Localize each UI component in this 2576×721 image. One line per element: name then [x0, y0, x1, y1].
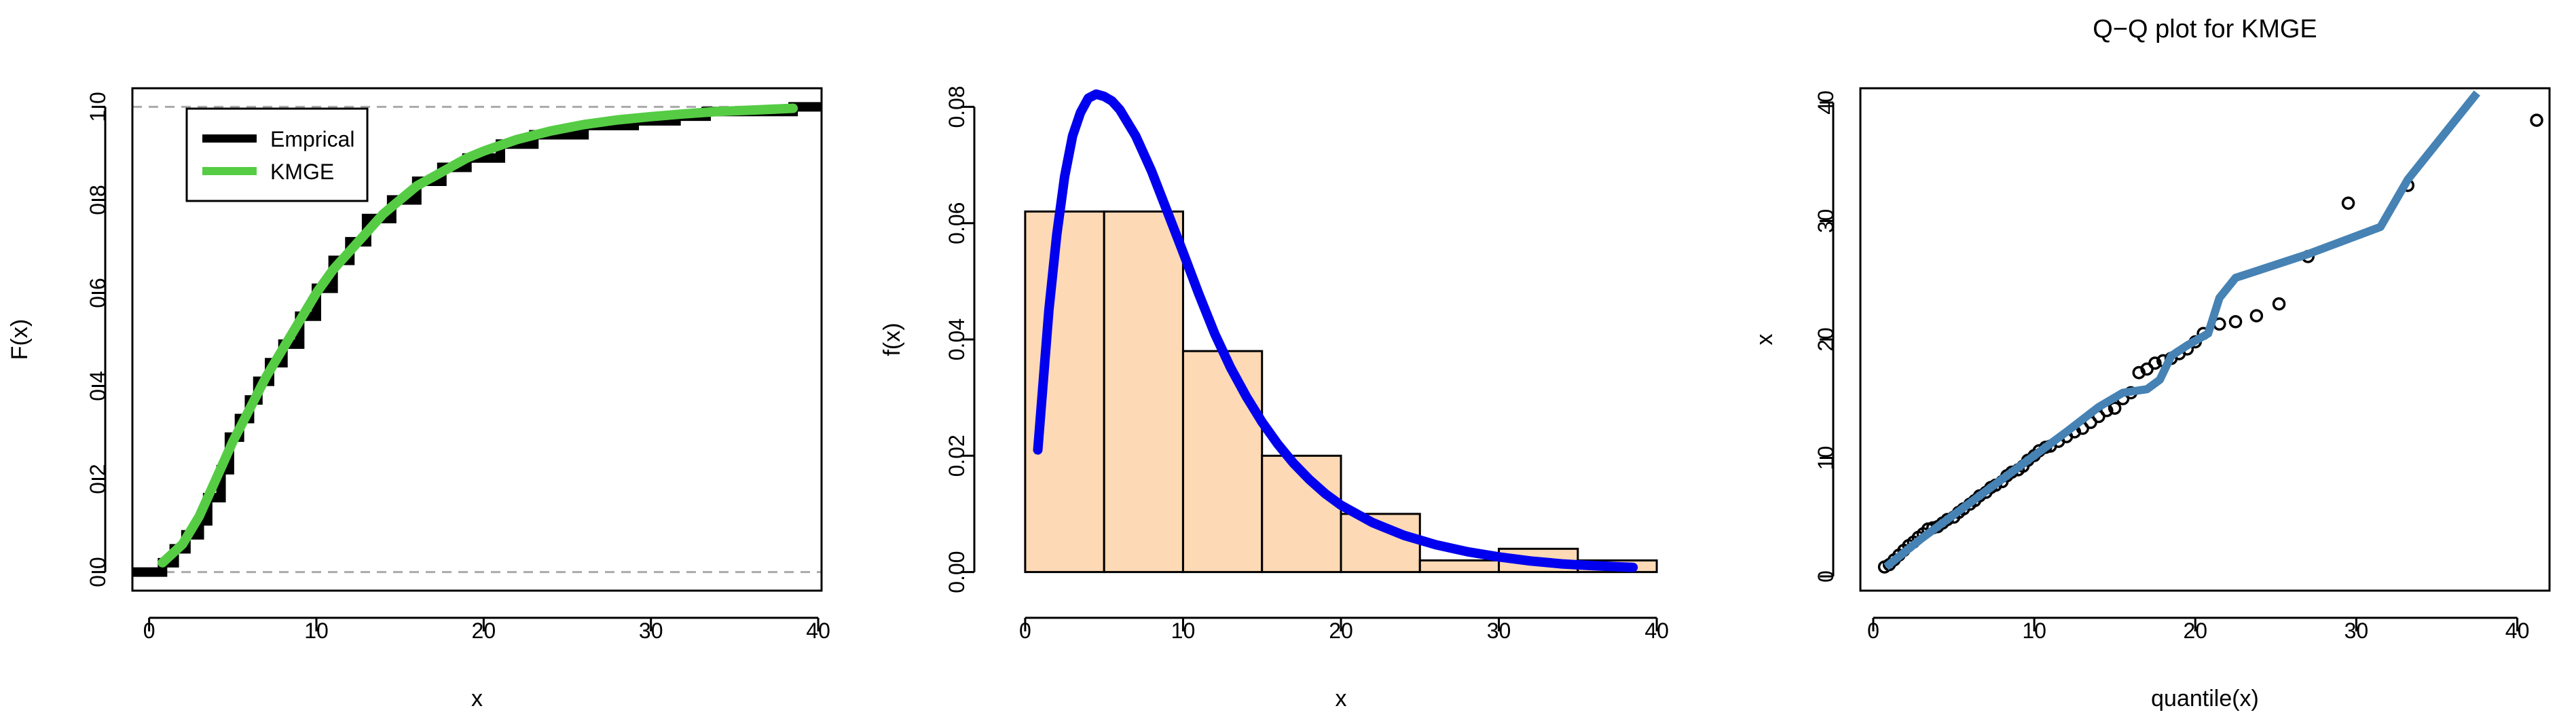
histogram-bar — [1024, 210, 1105, 574]
y-tick-label: 0.00 — [944, 551, 969, 593]
histogram-bar — [1103, 210, 1184, 574]
x-tick-label: 20 — [2183, 618, 2207, 643]
qq-point — [2272, 297, 2286, 311]
x-tick-label: 10 — [2022, 618, 2046, 643]
x-tick-label: 20 — [472, 618, 496, 643]
plot-frame — [1859, 87, 2551, 592]
x-tick-label: 20 — [1329, 618, 1353, 643]
x-axis-label: x — [1336, 686, 1347, 711]
y-axis-label: f(x) — [879, 322, 905, 356]
y-tick-label: 0.06 — [944, 202, 969, 244]
x-tick-label: 10 — [304, 618, 329, 643]
qq-points — [1877, 113, 2543, 574]
legend-label-emprical: Emprical — [270, 127, 354, 151]
histogram-bar — [1418, 559, 1501, 574]
qq-point — [2108, 401, 2122, 415]
legend: Emprical KMGE — [185, 107, 369, 202]
y-tick-label: 0 — [1814, 570, 1838, 583]
x-tick-label: 30 — [1487, 618, 1511, 643]
x-axis-label: x — [471, 686, 483, 711]
x-axis: 0 10 20 30 40 — [1019, 616, 1669, 643]
x-tick-label: 0 — [1867, 618, 1879, 643]
y-tick-label: 20 — [1814, 327, 1838, 352]
x-tick-label: 0 — [1019, 618, 1031, 643]
histogram-bars — [1024, 210, 1658, 574]
plot-frame — [131, 87, 823, 592]
qq-point — [2228, 315, 2243, 329]
y-tick-label: 40 — [1814, 90, 1838, 115]
x-tick-label: 30 — [639, 618, 663, 643]
panel-density: 0 10 20 30 40 0.00 0.02 0.04 0.06 0.08 x f(x) — [879, 86, 1669, 711]
x-axis-label: quantile(x) — [2151, 686, 2259, 711]
y-tick-label: 10 — [1814, 446, 1838, 470]
y-axis: 0.0 0.2 0.4 0.6 0.8 1.0 — [86, 92, 110, 587]
qq-point — [2249, 309, 2264, 322]
qq-reference-line — [1883, 90, 2480, 570]
y-axis: 0 10 20 30 40 — [1814, 90, 1838, 583]
y-tick-label: 0.2 — [86, 464, 110, 494]
chart-title: Q−Q plot for KMGE — [2093, 15, 2317, 43]
y-axis: 0.00 0.02 0.04 0.06 0.08 — [944, 86, 976, 593]
y-axis-label: x — [1752, 334, 1778, 346]
qq-point — [2530, 113, 2543, 127]
y-tick-label: 0.4 — [86, 371, 110, 401]
y-tick-label: 0.08 — [944, 86, 969, 128]
y-tick-label: 1.0 — [86, 92, 110, 122]
y-tick-label: 0.0 — [86, 557, 110, 587]
x-tick-label: 40 — [2505, 618, 2530, 643]
legend-label-kmge: KMGE — [270, 160, 334, 184]
kmge-cdf-line — [158, 103, 798, 568]
x-tick-label: 40 — [806, 618, 830, 643]
x-tick-label: 30 — [2344, 618, 2369, 643]
histogram-bar — [1340, 513, 1421, 574]
y-axis-label: F(x) — [7, 319, 33, 360]
x-axis: 0 10 20 30 40 — [1867, 616, 2530, 643]
panel-cdf: 0 10 20 30 40 0.0 0.2 0.4 0.6 0.8 1.0 x F(x) Empr… — [7, 87, 830, 711]
qq-point — [2148, 356, 2162, 370]
legend-box — [185, 107, 369, 202]
y-tick-label: 30 — [1814, 209, 1838, 234]
x-tick-label: 10 — [1171, 618, 1196, 643]
x-tick-label: 0 — [143, 618, 155, 643]
histogram-bar — [1181, 350, 1264, 574]
y-tick-label: 0.8 — [86, 185, 110, 215]
x-axis: 0 10 20 30 40 — [143, 616, 830, 643]
y-tick-label: 0.6 — [86, 278, 110, 308]
kmge-density-line — [1033, 89, 1638, 572]
y-tick-label: 0.02 — [944, 435, 969, 477]
x-tick-label: 40 — [1644, 618, 1669, 643]
qq-point — [2341, 196, 2355, 210]
y-tick-label: 0.04 — [944, 318, 969, 360]
panel-qq: Q−Q plot for KMGE 0 10 20 30 40 0 10 20 30 40 qu… — [1752, 15, 2551, 711]
